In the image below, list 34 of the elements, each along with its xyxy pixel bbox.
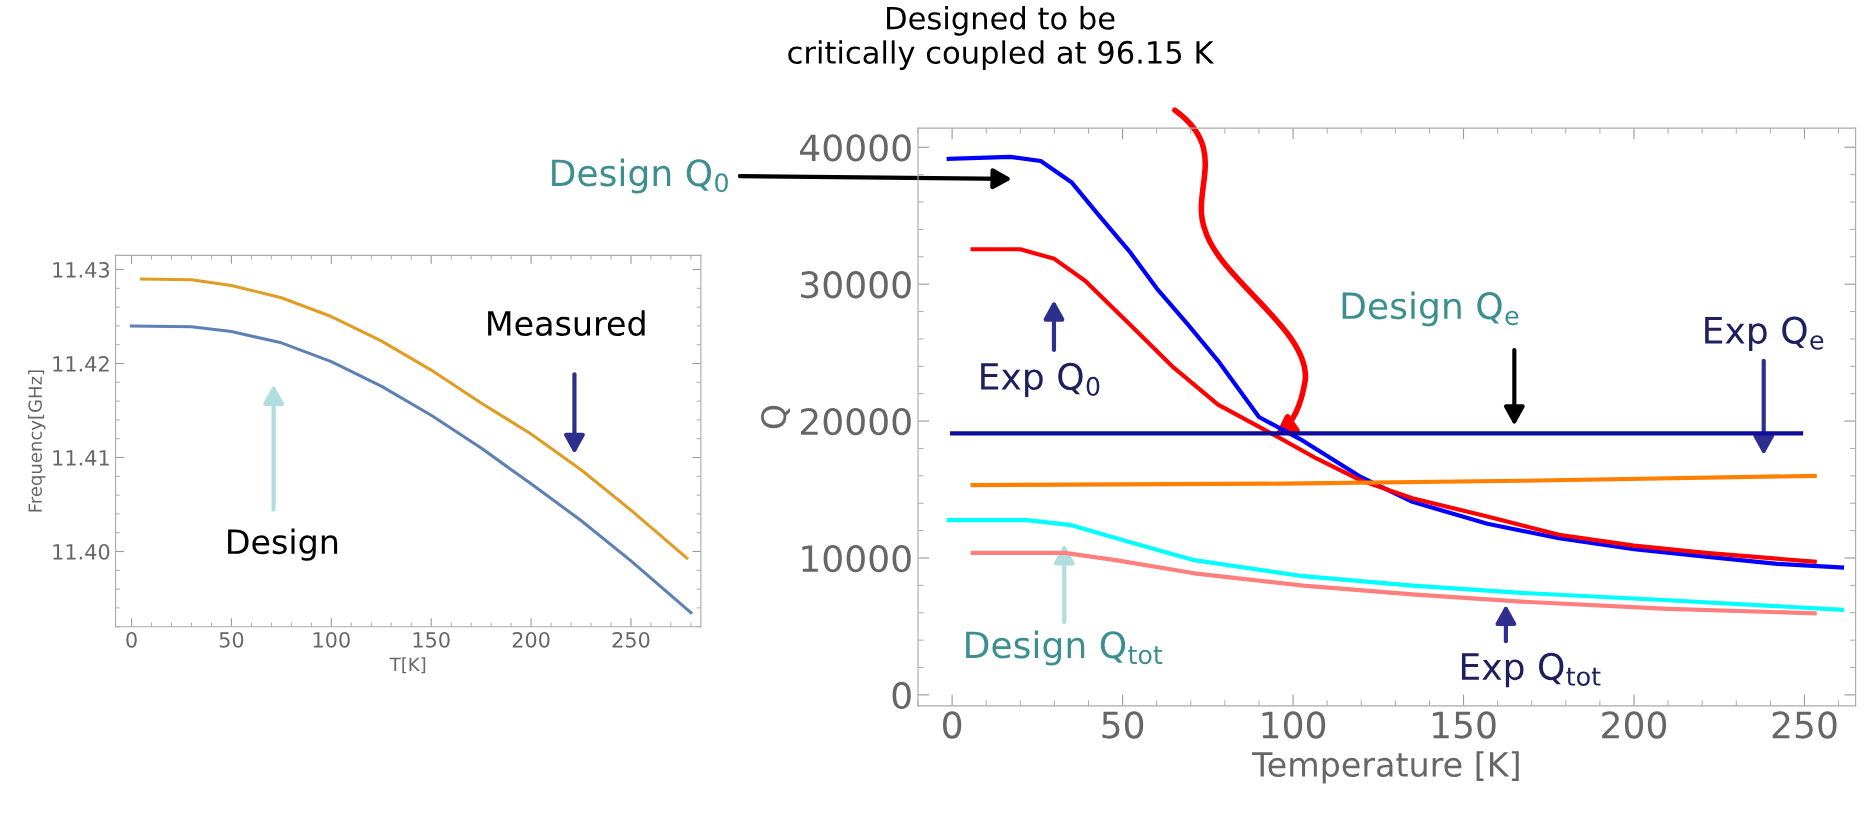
y-tick-label: 11.40 [53, 543, 110, 560]
y-axis-title: Frequency[GHz] [28, 370, 46, 512]
annotation: Measured [488, 310, 645, 336]
y-tick-label: 40000 [800, 134, 911, 162]
x-tick-label: 200 [1602, 711, 1667, 739]
text: Designed to be critically coupled at 96.15 K [788, 6, 1215, 70]
x-tick-label: 200 [512, 631, 550, 648]
x-tick-label: 100 [313, 631, 350, 648]
y-tick-label: 10000 [802, 544, 911, 573]
y-tick-label: 11.43 [53, 261, 110, 278]
x-axis-title: Temperature [K] [1251, 751, 1519, 784]
annotation: Exp Q$_{0}$ [981, 362, 1100, 398]
x-tick-label: 250 [1772, 711, 1837, 739]
x-tick-label: 0 [943, 711, 962, 739]
annotation: Design Q$_{e}$ [1342, 291, 1519, 327]
y-tick-label: 11.41 [53, 450, 109, 466]
annotation: Exp Q$_{e}$ [1705, 316, 1824, 351]
annotation: Design [228, 528, 338, 561]
x-tick-label: 150 [1433, 711, 1496, 739]
annotation: Exp Q$_{tot}$ [1461, 652, 1601, 688]
x-axis-title: T[K] [389, 657, 426, 674]
text: Design Q$_{0}$ [552, 158, 728, 194]
y-tick-label: 20000 [800, 408, 911, 436]
x-tick-label: 250 [612, 631, 650, 648]
annotation: Design Q$_{tot}$ [966, 630, 1163, 666]
x-tick-label: 50 [1102, 711, 1144, 739]
x-tick-label: 50 [219, 631, 244, 648]
x-tick-label: 100 [1262, 711, 1326, 739]
y-tick-label: 30000 [801, 271, 911, 299]
y-axis-title: Q [761, 405, 791, 429]
x-tick-label: 0 [126, 631, 137, 648]
x-tick-label: 150 [413, 631, 450, 648]
y-tick-label: 11.42 [53, 355, 109, 372]
y-tick-label: 0 [892, 681, 911, 710]
